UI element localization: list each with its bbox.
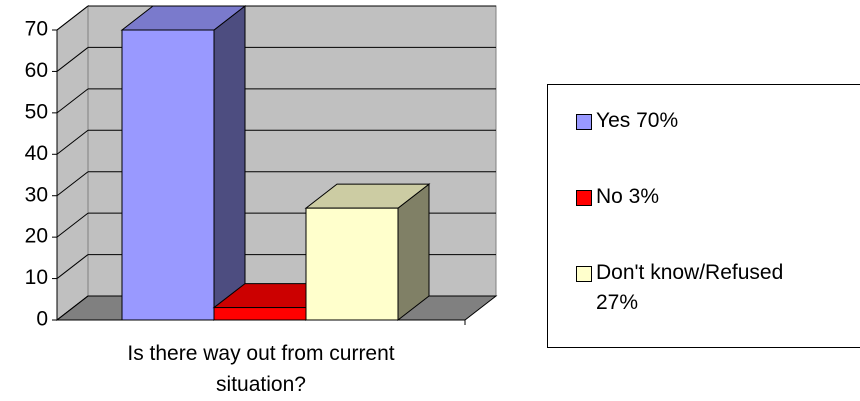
- y-tick-label: 20: [25, 225, 48, 248]
- legend-entry: Yes 70%: [576, 106, 806, 136]
- x-tick-label: Is there way out from current situation?: [127, 342, 395, 396]
- legend-label: Yes 70%: [596, 109, 679, 132]
- bar-side: [213, 4, 246, 322]
- y-tick-label: 70: [25, 18, 48, 41]
- legend-swatch: [576, 114, 592, 130]
- legend-label: No 3%: [596, 185, 660, 208]
- y-tick-label: 60: [25, 59, 48, 82]
- legend-entry: No 3%: [576, 182, 806, 212]
- grid-line: [56, 47, 89, 72]
- grid-line: [56, 171, 89, 197]
- y-tick-label: 0: [36, 308, 48, 331]
- legend-swatch: [576, 190, 592, 206]
- grid-line: [56, 5, 89, 31]
- grid-line: [56, 212, 89, 238]
- grid-line: [56, 88, 89, 114]
- y-tick-label: 10: [25, 266, 48, 289]
- legend-entry: Don't know/Refused 27%: [576, 258, 806, 318]
- bar: [305, 207, 399, 321]
- legend-swatch: [576, 266, 592, 282]
- legend: Yes 70% No 3% Don't know/Refused 27%: [547, 84, 860, 348]
- y-tick-label: 30: [25, 183, 48, 206]
- y-tick-label: 50: [25, 100, 48, 123]
- y-tick-label: 40: [25, 142, 48, 165]
- bar: [213, 307, 307, 321]
- bar: [121, 29, 215, 321]
- side-wall: [56, 4, 89, 322]
- grid-line: [56, 254, 89, 279]
- grid-line: [56, 295, 89, 321]
- grid-line: [56, 129, 89, 155]
- legend-label: Don't know/Refused 27%: [596, 261, 784, 314]
